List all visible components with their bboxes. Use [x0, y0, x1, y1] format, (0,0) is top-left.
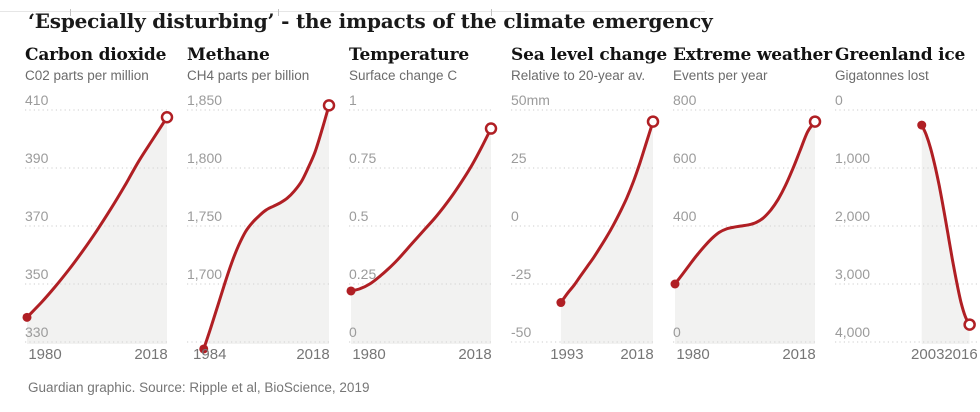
data-line: [202, 103, 331, 351]
chart-column: Extreme weather Events per year 800 600 40…: [670, 45, 835, 364]
chart-plot: 1,850 1,800 1,750 1,700 1984 2018: [187, 92, 336, 363]
end-point-marker: [484, 122, 498, 135]
area-fill: [351, 128, 491, 344]
data-line: [559, 120, 655, 305]
x-start-label: 1984: [193, 346, 226, 363]
grid-tick: [70, 9, 71, 16]
x-end-label: 2018: [620, 346, 653, 363]
y-tick-label: 1,800: [187, 150, 222, 166]
x-start-label: 2003: [911, 346, 944, 363]
x-end-label: 2018: [782, 346, 815, 363]
x-start-label: 1980: [28, 346, 61, 363]
x-start-label: 1980: [352, 346, 385, 363]
end-point-marker: [963, 318, 976, 331]
y-tick-label: -50: [511, 324, 531, 340]
chart-title: Extreme weather: [673, 45, 832, 65]
y-tick-label: 370: [25, 208, 49, 224]
end-point-marker: [160, 111, 174, 124]
start-point-marker: [346, 286, 356, 296]
y-tick-label: 3,000: [835, 266, 870, 282]
y-tick-label: 0: [835, 92, 843, 108]
data-line: [25, 115, 169, 319]
y-tick-label: 1,750: [187, 208, 222, 224]
page-title: ‘Especially disturbing’ - the impacts of…: [28, 9, 713, 33]
chart-plot: 800 600 400 0 1980 2018: [670, 92, 822, 363]
chart-column: Methane CH4 parts per billion 1,850 1,800…: [187, 45, 349, 364]
grid-tick: [278, 9, 279, 16]
y-tick-label: 1,700: [187, 266, 222, 282]
y-tick-label: 400: [673, 208, 697, 224]
y-tick-label: 0: [349, 324, 357, 340]
chart-plot: 410 390 370 350 330 1980 2018: [22, 92, 174, 363]
y-tick-label: 0: [511, 208, 519, 224]
y-tick-label: 800: [673, 92, 697, 108]
top-rule: [0, 11, 705, 12]
chart-title: Temperature: [349, 45, 469, 65]
y-tick-label: 1: [349, 92, 357, 108]
y-tick-label: 0.25: [349, 266, 376, 282]
area-fill: [203, 105, 329, 349]
start-point-marker: [556, 298, 566, 308]
chart-title: Sea level change: [511, 45, 667, 65]
area-fill: [675, 121, 815, 344]
x-end-label: 2018: [458, 346, 491, 363]
y-tick-label: 1,000: [835, 150, 870, 166]
data-line: [673, 120, 817, 286]
chart-column: Carbon dioxide C02 parts per million 410…: [22, 45, 187, 364]
x-start-label: 1980: [676, 346, 709, 363]
chart-title: Methane: [187, 45, 270, 65]
x-end-label: 2018: [134, 346, 167, 363]
chart-column: Greenland ice Gigatonnes lost 0 1,000 2,00…: [835, 45, 980, 364]
chart-subtitle: Relative to 20-year av.: [511, 68, 646, 83]
y-tick-label: 2,000: [835, 208, 870, 224]
chart-column: Sea level change Relative to 20-year av.…: [511, 45, 673, 364]
source-credit: Guardian graphic. Source: Ripple et al, …: [28, 380, 370, 395]
chart-subtitle: Gigatonnes lost: [835, 68, 929, 83]
end-point-marker: [646, 115, 660, 128]
y-tick-label: 0: [673, 324, 681, 340]
y-tick-label: 0.75: [349, 150, 376, 166]
y-tick-label: 50mm: [511, 92, 550, 108]
y-tick-label: 390: [25, 150, 49, 166]
start-point-marker: [917, 120, 927, 130]
start-point-marker: [22, 312, 32, 322]
area-fill: [560, 121, 653, 344]
end-point-marker: [322, 99, 336, 112]
chart-title: Carbon dioxide: [25, 45, 167, 65]
start-point-marker: [199, 344, 209, 354]
chart-subtitle: Surface change C: [349, 68, 458, 83]
data-line: [920, 123, 972, 327]
y-tick-label: 0.5: [349, 208, 369, 224]
y-tick-label: 25: [511, 150, 527, 166]
y-tick-label: 410: [25, 92, 49, 108]
y-tick-label: 1,850: [187, 92, 222, 108]
chart-title: Greenland ice: [835, 45, 966, 65]
chart-plot: 1 0.75 0.5 0.25 0 1980 2018: [346, 92, 498, 363]
chart-subtitle: CH4 parts per billion: [187, 68, 310, 83]
data-line: [349, 127, 493, 293]
y-tick-label: 330: [25, 324, 49, 340]
y-tick-label: 350: [25, 266, 49, 282]
y-tick-label: 600: [673, 150, 697, 166]
chart-plot: 50mm 25 0 -25 -50 1993 2018: [511, 92, 660, 363]
chart-subtitle: C02 parts per million: [25, 68, 149, 83]
start-point-marker: [670, 279, 680, 289]
chart-plot: 0 1,000 2,000 3,000 4,000 2003 2016: [835, 92, 980, 363]
y-tick-label: -25: [511, 266, 531, 282]
y-tick-label: 4,000: [835, 324, 870, 340]
x-end-label: 2016: [944, 346, 977, 363]
chart-column: Temperature Surface change C 1 0.75 0.5 0.2…: [346, 45, 511, 364]
charts-row: Carbon dioxide C02 parts per million 410…: [0, 45, 980, 364]
x-end-label: 2018: [296, 346, 329, 363]
end-point-marker: [808, 115, 822, 128]
x-start-label: 1993: [550, 346, 583, 363]
grid-tick: [491, 9, 492, 16]
chart-subtitle: Events per year: [673, 68, 768, 83]
